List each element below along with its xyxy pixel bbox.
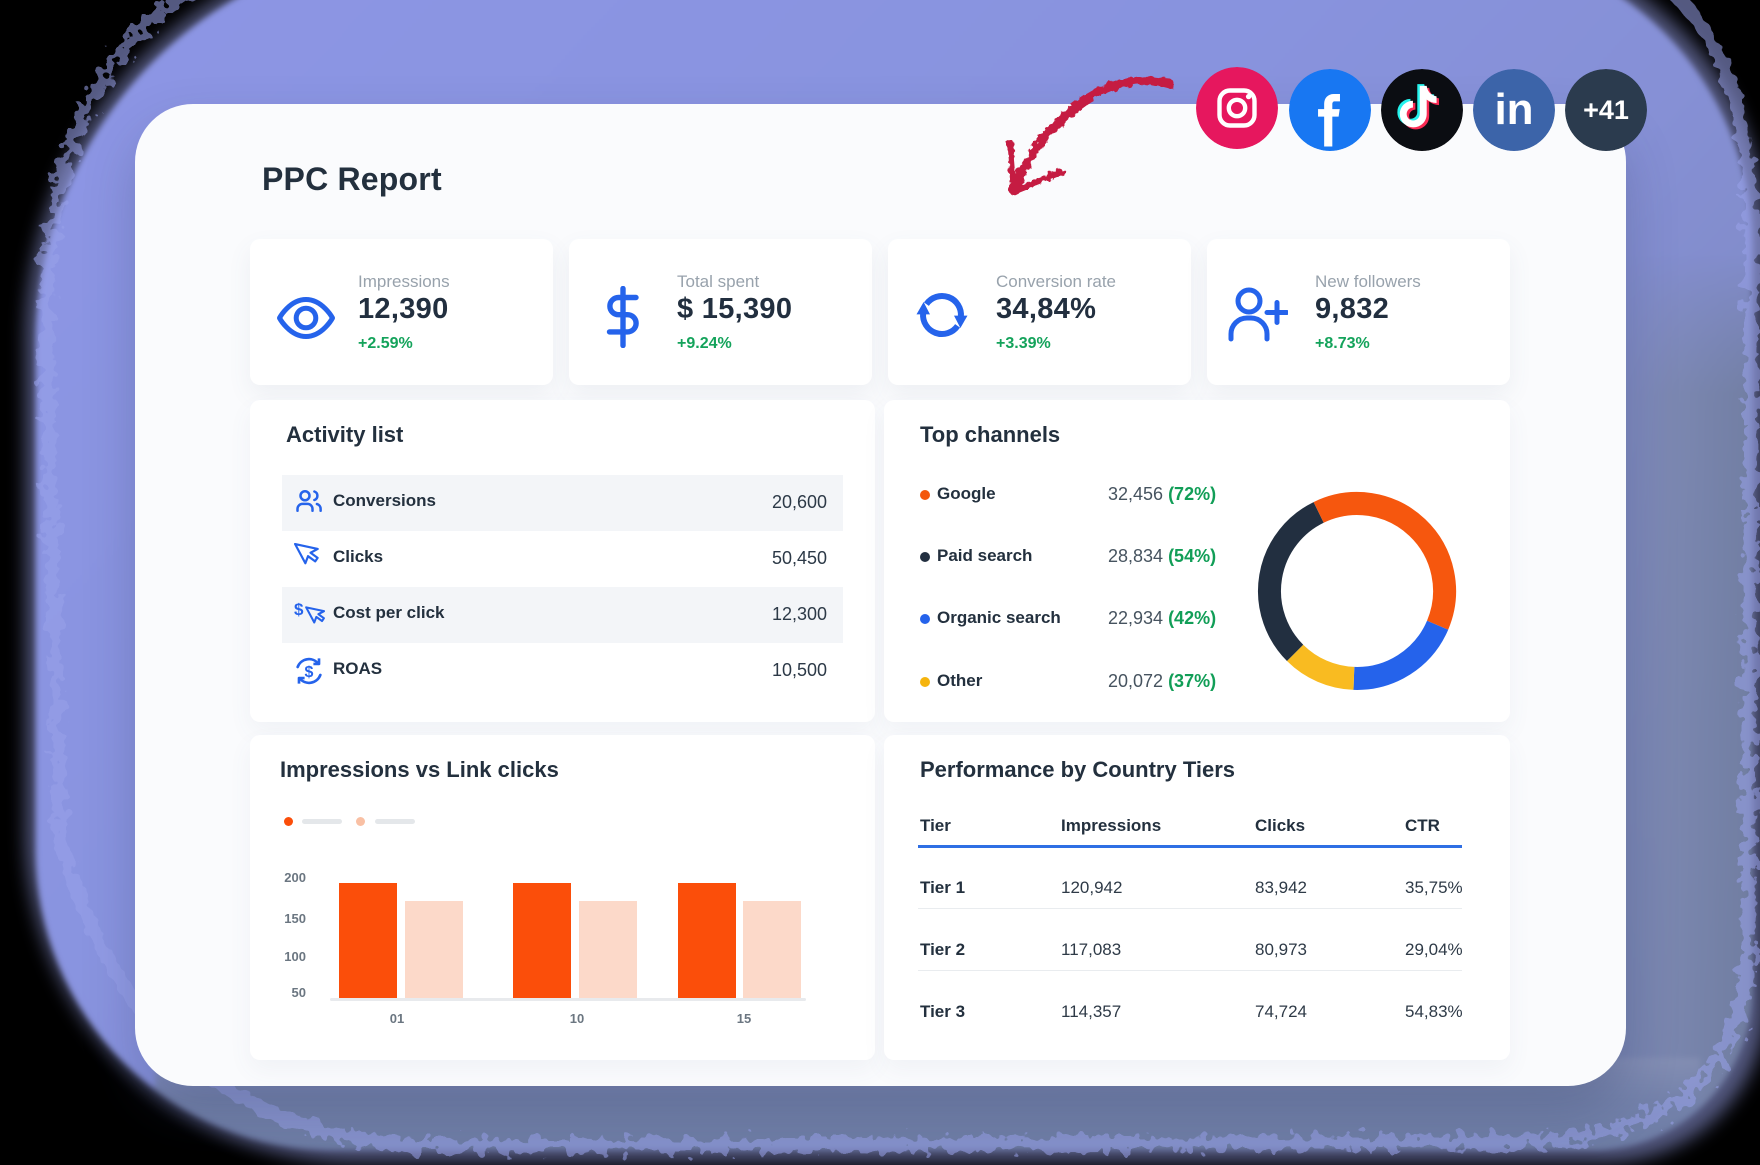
- svg-text:in: in: [1494, 85, 1533, 134]
- svg-text:+41: +41: [1583, 95, 1629, 125]
- svg-text:$: $: [304, 664, 313, 681]
- svg-text:$: $: [294, 600, 304, 619]
